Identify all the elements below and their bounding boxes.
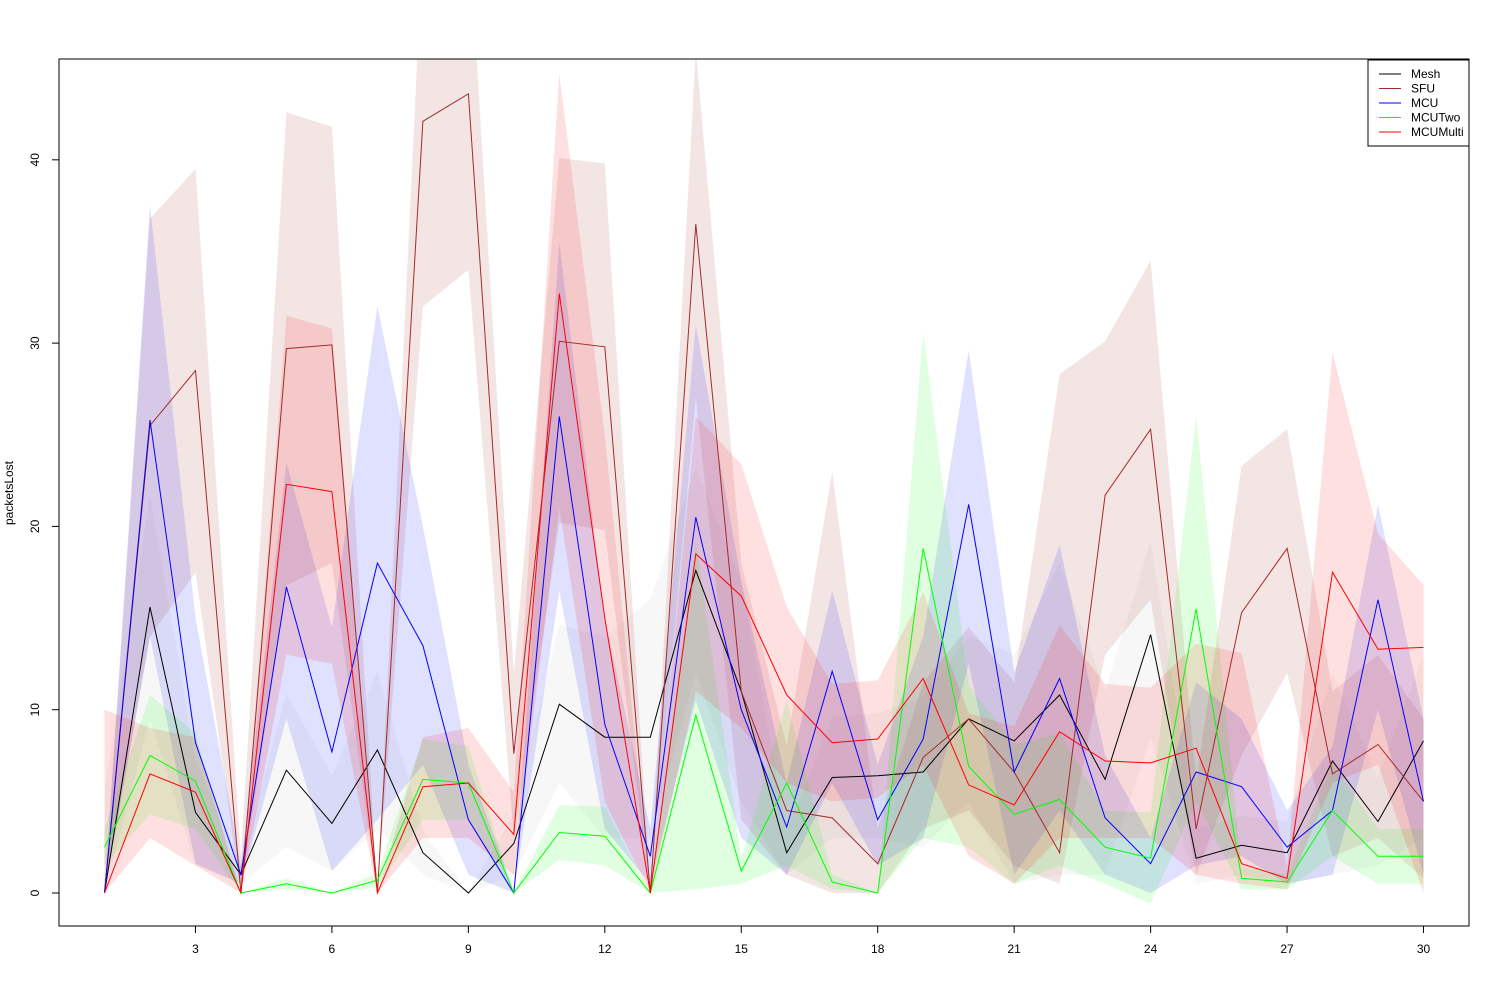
series-lines [104,92,1424,895]
y-tick-label: 30 [28,336,42,350]
x-tick-label: 21 [1007,942,1021,956]
y-tick-label: 40 [28,153,42,167]
y-tick-label: 20 [28,519,42,533]
x-tick-label: 9 [465,942,472,956]
x-tick-label: 3 [192,942,199,956]
series-line-mcumulti [104,293,1424,895]
series-line-sfu [104,92,1424,894]
x-tick-label: 15 [735,942,749,956]
x-tick-label: 6 [329,942,336,956]
legend-label-sfu: SFU [1411,82,1435,96]
x-tick-label: 24 [1144,942,1158,956]
band-mcumulti [104,73,1424,893]
y-axis: 0 10 20 30 40 [28,153,59,896]
y-tick-label: 0 [28,889,42,896]
series-line-mesh [104,568,1424,894]
y-tick-label: 10 [28,703,42,717]
legend-label-mcumulti: MCUMulti [1411,125,1464,139]
x-axis: 3 6 9 12 15 18 21 24 27 30 [192,926,1431,956]
series-line-mcutwo [104,548,1424,895]
x-tick-label: 27 [1280,942,1294,956]
confidence-bands [104,59,1424,905]
legend-label-mesh: Mesh [1411,67,1440,81]
plot-frame [58,58,1470,927]
band-mesh [104,467,1424,893]
y-axis-label: packetsLost [2,460,16,525]
band-mcu [104,205,1424,894]
legend-label-mcutwo: MCUTwo [1411,111,1461,125]
x-tick-label: 30 [1417,942,1431,956]
x-tick-label: 18 [871,942,885,956]
series-line-mcu [104,416,1424,895]
band-mcutwo [104,332,1424,905]
band-sfu [104,59,1424,893]
x-tick-label: 12 [598,942,612,956]
legend-label-mcu: MCU [1411,96,1438,110]
